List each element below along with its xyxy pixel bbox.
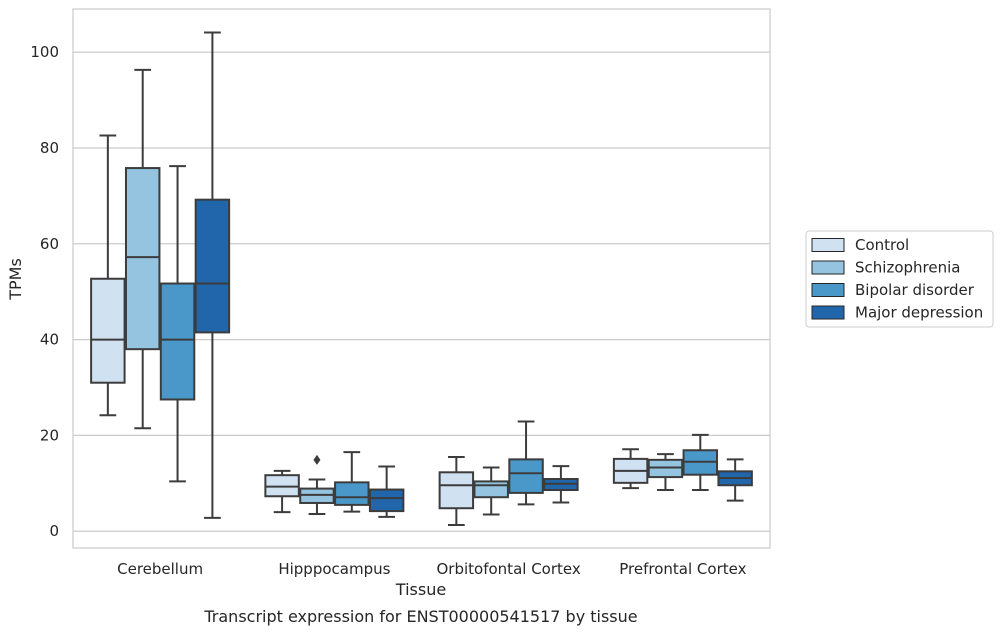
box-rect bbox=[194, 198, 231, 334]
y-tick-label: 20 bbox=[40, 426, 59, 444]
legend-frame bbox=[805, 230, 994, 328]
y-tick-label: 60 bbox=[40, 235, 59, 253]
box-rect bbox=[473, 480, 509, 499]
x-tick-label: Cerebellum bbox=[117, 560, 203, 578]
legend-label: Control bbox=[855, 236, 909, 254]
legend: Control Schizophrenia Bipolar disorder Majo… bbox=[805, 230, 994, 328]
legend-label: Bipolar disorder bbox=[855, 281, 975, 299]
box-schizophrenia bbox=[473, 466, 509, 516]
box-bipolar-disorder bbox=[334, 451, 370, 513]
box-rect bbox=[368, 488, 405, 513]
box-bipolar-disorder bbox=[159, 165, 196, 483]
box-schizophrenia bbox=[299, 454, 335, 515]
box-rect bbox=[90, 277, 126, 384]
box-groups bbox=[90, 31, 753, 527]
x-tick-label: Orbitofontal Cortex bbox=[437, 560, 581, 578]
chart-caption: Transcript expression for ENST0000054151… bbox=[203, 607, 637, 626]
box-rect bbox=[334, 481, 370, 506]
outlier-point bbox=[313, 454, 321, 465]
x-tick-labels: Cerebellum Hipppocampus Orbitofontal Corte… bbox=[117, 560, 746, 578]
legend-swatch bbox=[811, 305, 845, 320]
box-control bbox=[612, 448, 649, 490]
box-major-depression bbox=[543, 465, 579, 504]
box-rect bbox=[438, 471, 475, 510]
box-schizophrenia bbox=[124, 68, 161, 430]
box-rect bbox=[159, 282, 196, 401]
legend-label: Schizophrenia bbox=[855, 259, 960, 277]
box-schizophrenia bbox=[647, 453, 684, 492]
box-rect bbox=[124, 167, 161, 351]
y-tick-label: 40 bbox=[40, 331, 59, 349]
box-control bbox=[438, 455, 475, 527]
y-tick-labels: 0 20 40 60 80 100 bbox=[30, 43, 59, 540]
legend-swatch bbox=[811, 238, 845, 252]
box-bipolar-disorder bbox=[508, 420, 544, 506]
x-tick-label: Prefrontal Cortex bbox=[619, 560, 746, 578]
box-major-depression bbox=[194, 31, 231, 519]
legend-swatch bbox=[811, 260, 845, 275]
x-axis-title: Tissue bbox=[395, 580, 446, 599]
legend-label: Major depression bbox=[855, 304, 983, 322]
y-tick-label: 80 bbox=[40, 139, 59, 157]
box-control bbox=[264, 469, 300, 514]
box-rect bbox=[508, 458, 544, 494]
box-bipolar-disorder bbox=[682, 433, 719, 492]
y-tick-label: 0 bbox=[49, 522, 59, 540]
y-tick-label: 100 bbox=[30, 43, 59, 61]
box-major-depression bbox=[717, 458, 753, 502]
y-axis-title: TPMs bbox=[6, 258, 25, 301]
box-control bbox=[90, 134, 126, 417]
box-major-depression bbox=[368, 465, 405, 518]
legend-swatch bbox=[811, 283, 845, 297]
plot-frame bbox=[72, 8, 771, 549]
x-tick-label: Hipppocampus bbox=[278, 560, 390, 578]
